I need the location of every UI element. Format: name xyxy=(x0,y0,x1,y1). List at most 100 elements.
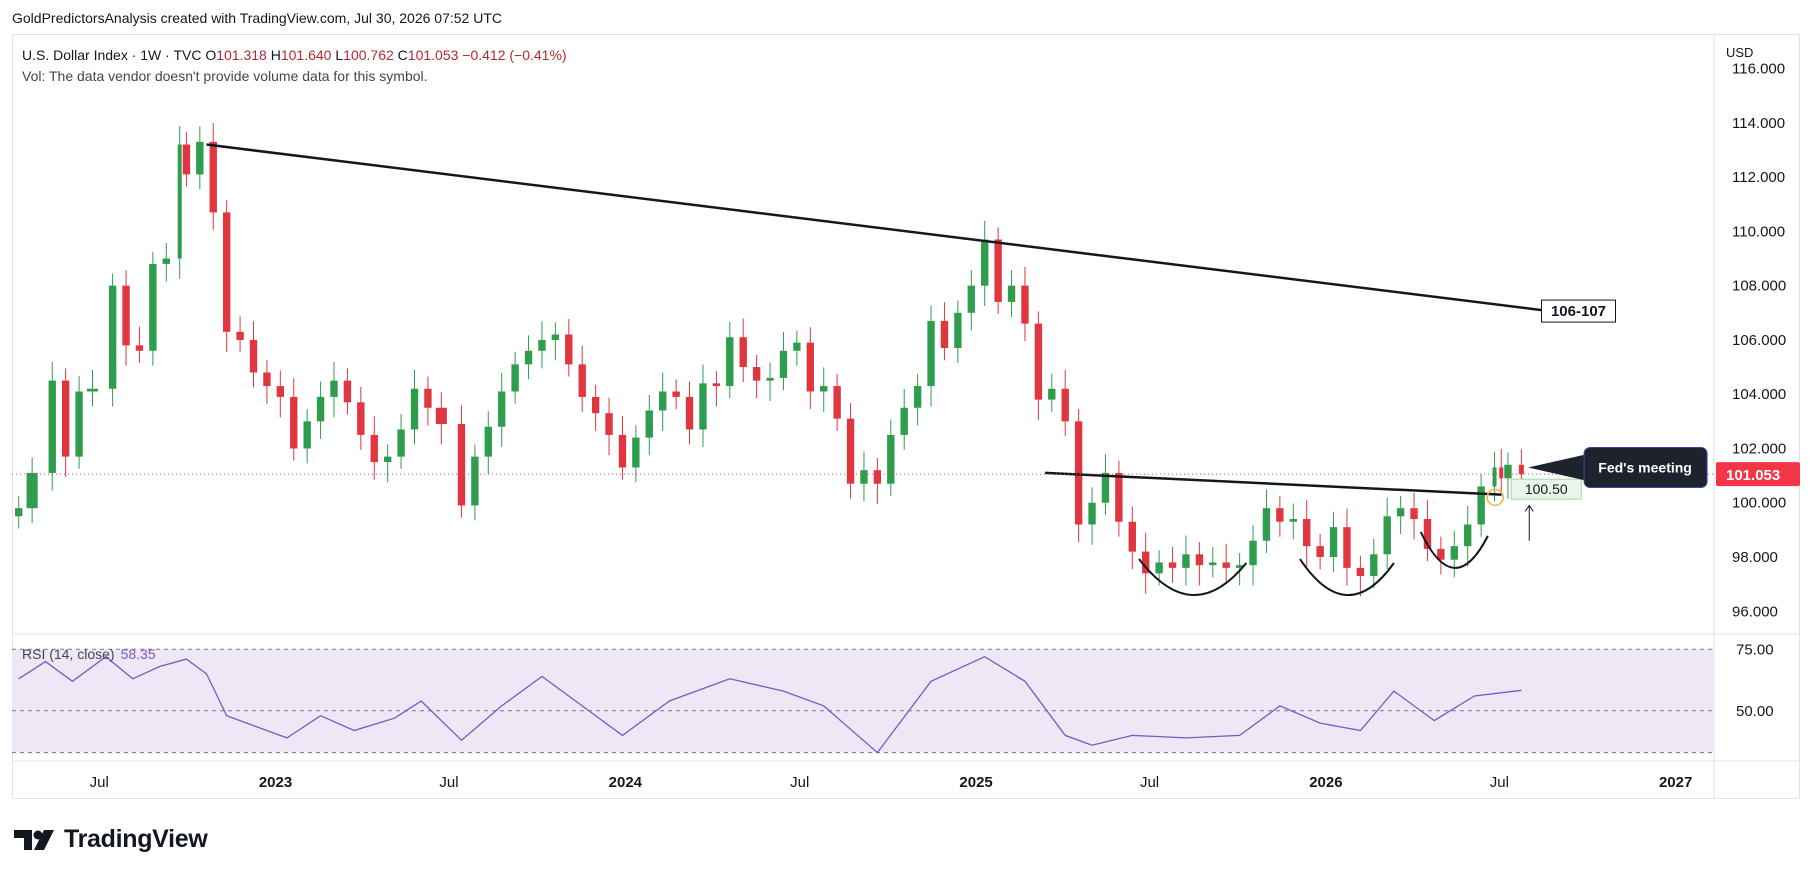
time-tick-label: 2026 xyxy=(1309,774,1342,791)
candle-body xyxy=(149,263,157,351)
close-label: C xyxy=(397,47,408,63)
pattern-arc xyxy=(1419,531,1489,569)
rsi-legend[interactable]: RSI (14, close) 58.35 xyxy=(22,646,156,662)
candle xyxy=(1303,500,1311,567)
time-tick-label: Jul xyxy=(1140,774,1159,791)
candle xyxy=(1276,495,1284,537)
candle xyxy=(779,332,788,391)
candle xyxy=(1235,552,1244,586)
candle-body xyxy=(1303,519,1311,547)
rsi-label: RSI (14, close) xyxy=(22,646,115,662)
candle-body xyxy=(699,383,707,430)
candle-body xyxy=(1249,540,1257,566)
candle-body xyxy=(122,285,130,346)
candle xyxy=(1410,492,1418,540)
candle xyxy=(685,381,694,445)
candle xyxy=(1222,543,1230,583)
candle-body xyxy=(1492,467,1497,487)
rsi-band xyxy=(12,648,1714,754)
candle-body xyxy=(15,508,23,517)
candle xyxy=(236,316,244,353)
candle-body xyxy=(511,364,519,392)
tradingview-logo-icon xyxy=(14,829,54,850)
high-label: H xyxy=(270,47,281,63)
price-tick-label: 112.000 xyxy=(1732,169,1785,186)
candle xyxy=(61,368,70,477)
open-value: 101.318 xyxy=(216,47,267,63)
time-tick-label: Jul xyxy=(790,774,809,791)
candle-body xyxy=(940,320,949,349)
candle-body xyxy=(383,456,392,463)
candle-body xyxy=(565,334,573,365)
candle xyxy=(209,123,217,231)
candle xyxy=(15,495,23,529)
candle xyxy=(927,305,935,407)
candle xyxy=(846,403,855,499)
candle xyxy=(752,354,761,399)
callout-box xyxy=(1583,446,1708,488)
candle xyxy=(457,405,466,518)
candle xyxy=(833,373,841,431)
candle-body xyxy=(61,380,70,457)
price-tick-label: 96.000 xyxy=(1732,603,1778,620)
candle xyxy=(182,132,191,187)
candle xyxy=(1101,454,1110,515)
candle-body xyxy=(860,470,868,484)
candle-body xyxy=(1370,554,1378,577)
candle xyxy=(222,200,231,353)
candle-body xyxy=(1329,527,1338,558)
candle-body xyxy=(578,364,586,397)
time-tick-label: 2023 xyxy=(259,774,292,791)
candle xyxy=(383,444,392,483)
candle-body xyxy=(954,312,962,349)
pattern-arc xyxy=(1138,558,1248,596)
candle xyxy=(316,381,325,439)
candle xyxy=(471,444,479,521)
candle xyxy=(900,389,908,450)
candle-body xyxy=(739,337,747,368)
candle-body xyxy=(1423,519,1432,549)
annotations: 101.053 106-107 100.50 Fed's meeting xyxy=(12,299,1800,541)
candle xyxy=(263,360,271,404)
brand-name: TradingView xyxy=(64,825,208,853)
currency-button[interactable]: USD xyxy=(1726,45,1754,60)
tradingview-logo[interactable]: TradingView xyxy=(12,825,208,854)
candle-body xyxy=(1396,508,1405,517)
candle xyxy=(484,411,492,475)
candle-body xyxy=(1007,285,1016,302)
neckline-trendline xyxy=(1045,471,1502,496)
candle xyxy=(739,318,747,382)
candle-body xyxy=(1316,546,1324,558)
candle-body xyxy=(766,377,774,381)
candle xyxy=(48,361,56,491)
candle xyxy=(424,376,432,426)
candle-body xyxy=(249,339,258,373)
candle-body xyxy=(1115,472,1123,522)
chart-legend: U.S. Dollar Index · 1W · TVC O101.318 H1… xyxy=(22,45,567,87)
candle xyxy=(618,416,627,480)
candle-body xyxy=(726,337,734,387)
candle xyxy=(397,414,405,469)
candle xyxy=(1088,487,1096,545)
candle-body xyxy=(659,391,667,411)
candle xyxy=(940,302,949,361)
candle xyxy=(1504,452,1512,499)
rsi-band xyxy=(12,649,1714,753)
candle xyxy=(1061,370,1069,437)
candle-body xyxy=(779,350,788,378)
price-tick-label: 100.000 xyxy=(1732,495,1786,512)
candle xyxy=(435,392,447,445)
candle xyxy=(410,370,419,445)
price-tick-label: 114.000 xyxy=(1732,115,1785,132)
candle-body xyxy=(1276,508,1284,522)
neckline-label: 100.50 xyxy=(1525,481,1568,497)
candle-body xyxy=(1128,521,1136,552)
price-tick-label: 108.000 xyxy=(1732,278,1786,295)
candle xyxy=(712,371,721,407)
candle-body xyxy=(135,345,144,351)
candle xyxy=(954,300,962,363)
candle xyxy=(1370,538,1378,589)
candle-body xyxy=(873,470,882,484)
candle xyxy=(766,362,774,401)
